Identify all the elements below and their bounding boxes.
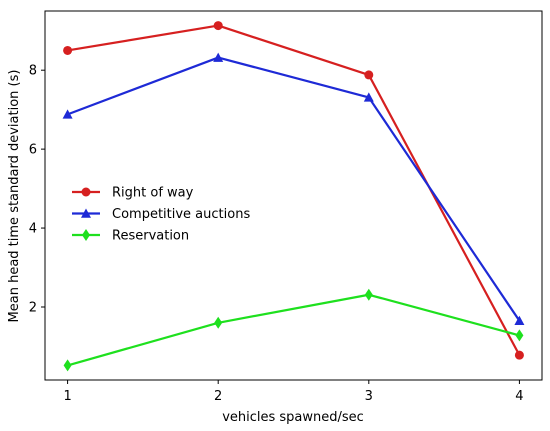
series-right-of-way — [63, 21, 524, 360]
x-tick-label: 1 — [63, 389, 71, 404]
y-axis-label: Mean head time standard deviation (s) — [7, 70, 22, 323]
x-tick-label: 2 — [214, 389, 222, 404]
data-point — [514, 315, 525, 326]
x-tick-label: 3 — [365, 389, 373, 404]
series-line — [67, 24, 521, 356]
y-tick-label: 8 — [29, 64, 37, 79]
legend-item: Reservation — [72, 229, 189, 244]
legend-label: Competitive auctions — [112, 207, 250, 222]
y-tick-label: 6 — [29, 143, 37, 158]
x-tick-label: 4 — [515, 389, 523, 404]
data-point — [213, 52, 224, 62]
series-line — [67, 56, 521, 322]
series-competitive-auctions — [62, 52, 525, 326]
legend-marker — [82, 229, 90, 241]
legend: Right of way Competitive auctions Reservat… — [72, 186, 250, 244]
data-point — [515, 329, 524, 342]
x-axis: 1 2 3 4 — [63, 380, 524, 404]
data-point — [363, 92, 374, 102]
legend-item: Competitive auctions — [72, 207, 250, 222]
legend-label: Right of way — [112, 186, 194, 201]
series-line — [67, 293, 520, 367]
data-point — [214, 316, 223, 329]
series-layer — [62, 21, 525, 372]
data-point — [364, 70, 374, 80]
series-reservation — [63, 288, 524, 372]
legend-marker — [81, 187, 91, 197]
data-point — [514, 350, 524, 360]
y-axis: 2 4 6 8 — [29, 64, 45, 315]
data-point — [63, 359, 72, 372]
plot-frame — [44, 10, 543, 381]
data-point — [62, 109, 73, 119]
data-point — [364, 288, 373, 301]
x-axis-label: vehicles spawned/sec — [222, 410, 364, 425]
legend-label: Reservation — [112, 229, 189, 244]
data-point — [63, 45, 73, 55]
data-point — [213, 21, 223, 31]
legend-item: Right of way — [72, 186, 194, 201]
legend-marker — [81, 208, 91, 218]
y-tick-label: 4 — [29, 222, 37, 237]
y-tick-label: 2 — [29, 300, 37, 315]
